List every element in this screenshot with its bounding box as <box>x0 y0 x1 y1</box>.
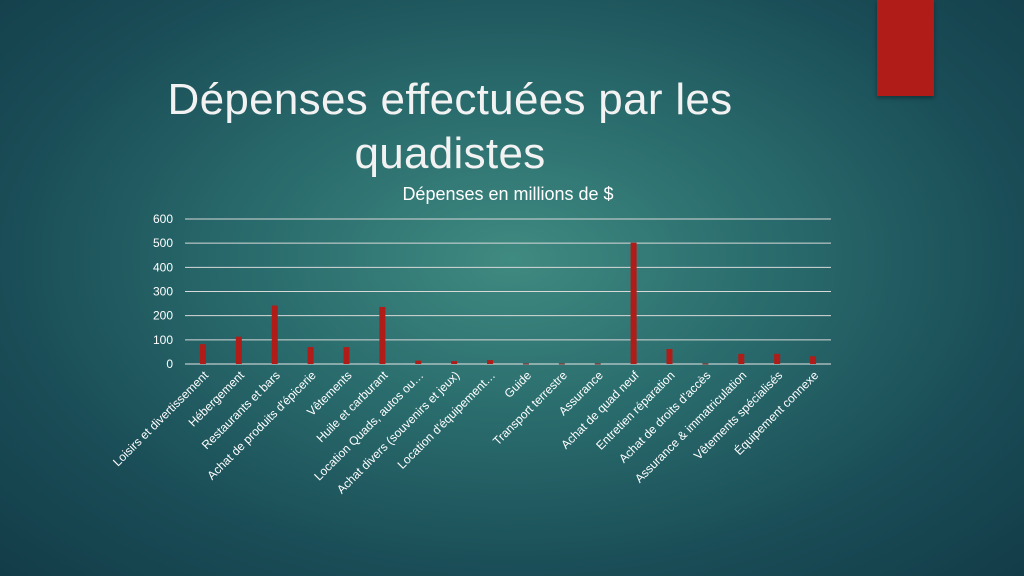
x-tick-label: Guide <box>502 368 535 401</box>
slide-title: Dépenses effectuées par les quadistes <box>100 73 800 181</box>
bar <box>343 347 350 364</box>
bar <box>415 360 422 364</box>
bar <box>774 353 781 364</box>
bar <box>487 360 494 364</box>
y-tick-label: 600 <box>153 212 173 226</box>
chart-title: Dépenses en millions de $ <box>402 184 614 204</box>
slide-title-line-1: Dépenses effectuées par les <box>167 75 733 125</box>
y-tick-label: 500 <box>153 236 173 250</box>
y-tick-label: 100 <box>153 333 173 347</box>
y-tick-label: 400 <box>153 260 173 274</box>
bar <box>666 349 673 364</box>
bar <box>271 305 278 364</box>
bar <box>379 306 386 364</box>
accent-bar <box>877 0 934 96</box>
bar <box>307 347 314 364</box>
bar <box>235 336 242 364</box>
bar <box>594 363 601 365</box>
bar <box>702 363 709 365</box>
slide-title-line-2: quadistes <box>354 129 546 179</box>
bar <box>558 363 565 365</box>
y-tick-label: 200 <box>153 309 173 323</box>
bar <box>522 363 529 365</box>
bar <box>738 353 745 364</box>
y-tick-label: 0 <box>166 357 173 371</box>
bar <box>810 356 817 364</box>
y-tick-label: 300 <box>153 285 173 299</box>
bar <box>630 242 637 364</box>
bar <box>199 344 206 364</box>
bar <box>451 361 458 364</box>
